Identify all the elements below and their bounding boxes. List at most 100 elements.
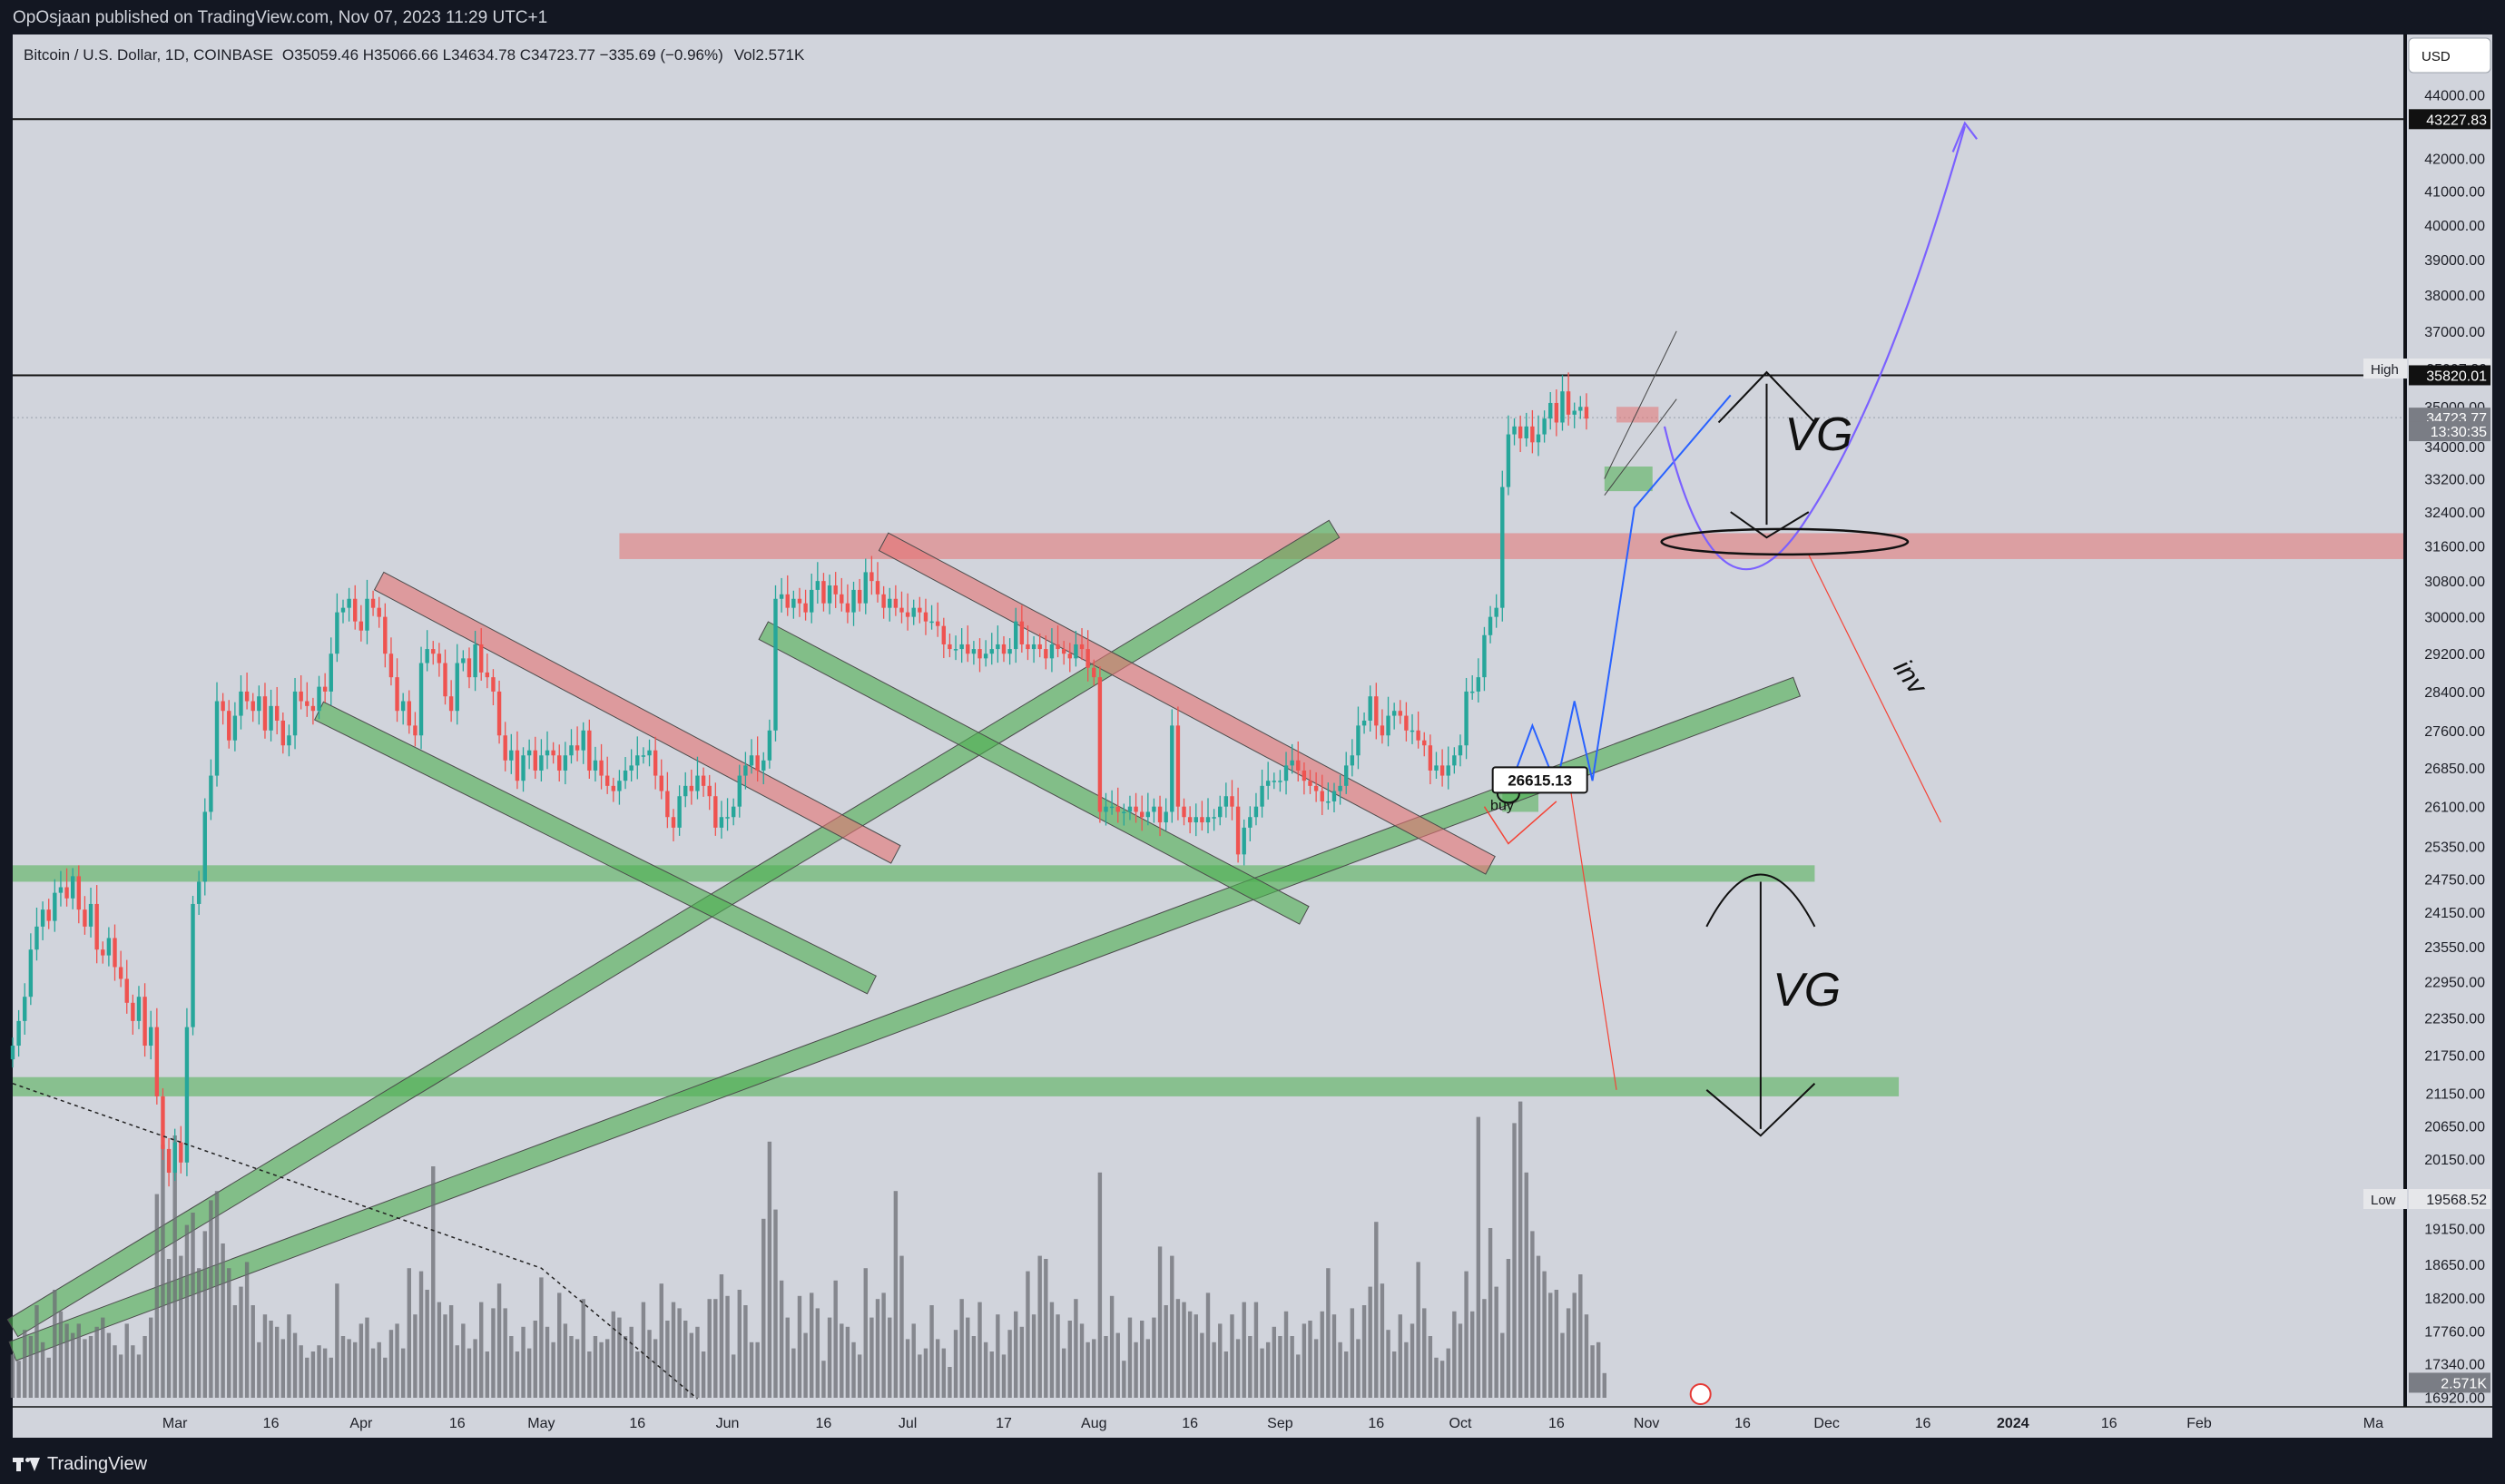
candle-body[interactable] — [365, 598, 369, 631]
candle-body[interactable] — [1494, 607, 1498, 617]
candle-body[interactable] — [1488, 616, 1493, 635]
candle-body[interactable] — [1115, 806, 1120, 812]
candle-body[interactable] — [1248, 817, 1252, 828]
candle-body[interactable] — [1391, 711, 1397, 716]
candle-body[interactable] — [888, 598, 892, 608]
candle-body[interactable] — [941, 625, 947, 644]
candle-body[interactable] — [70, 876, 75, 899]
candle-body[interactable] — [977, 649, 982, 659]
candle-body[interactable] — [1290, 760, 1294, 766]
candle-body[interactable] — [1566, 391, 1571, 415]
candle-body[interactable] — [1044, 649, 1048, 659]
candle-body[interactable] — [515, 750, 520, 781]
candle-body[interactable] — [611, 785, 616, 791]
candle-body[interactable] — [563, 755, 568, 771]
candle-body[interactable] — [545, 750, 550, 756]
currency-button[interactable] — [2408, 37, 2491, 74]
candle-body[interactable] — [857, 589, 862, 604]
candle-body[interactable] — [743, 765, 748, 776]
candle-body[interactable] — [1157, 806, 1163, 823]
candle-body[interactable] — [935, 621, 940, 626]
candle-body[interactable] — [196, 881, 201, 904]
projection-blue-path[interactable] — [1507, 394, 1732, 791]
candle-body[interactable] — [1026, 644, 1030, 650]
candle-body[interactable] — [587, 730, 592, 771]
candle-body[interactable] — [305, 701, 309, 706]
candle-body[interactable] — [1175, 725, 1181, 807]
candle-body[interactable] — [1458, 745, 1463, 756]
candle-body[interactable] — [845, 603, 850, 613]
projection-red-line-down[interactable] — [1567, 775, 1617, 1090]
candle-body[interactable] — [869, 572, 874, 582]
candle-body[interactable] — [239, 691, 243, 716]
candle-body[interactable] — [10, 1046, 15, 1060]
candle-body[interactable] — [1086, 649, 1090, 668]
candle-body[interactable] — [1320, 791, 1324, 801]
candle-body[interactable] — [1542, 418, 1547, 435]
candle-body[interactable] — [1548, 402, 1553, 419]
candle-body[interactable] — [64, 887, 69, 899]
candle-body[interactable] — [437, 654, 442, 663]
price-axis-area[interactable] — [2407, 34, 2492, 1407]
candle-body[interactable] — [310, 705, 316, 712]
time-axis-area[interactable] — [13, 1407, 2492, 1438]
candle-body[interactable] — [1331, 791, 1337, 801]
candle-body[interactable] — [881, 594, 886, 608]
handwritten-range-arrowhead-top[interactable] — [1717, 370, 1816, 424]
candle-body[interactable] — [1031, 644, 1036, 650]
candle-body[interactable] — [653, 750, 658, 776]
candle-body[interactable] — [1170, 725, 1174, 812]
candle-body[interactable] — [28, 949, 34, 998]
candle-body[interactable] — [1007, 649, 1012, 654]
candle-body[interactable] — [1272, 781, 1276, 782]
candle-body[interactable] — [551, 750, 555, 756]
candle-body[interactable] — [593, 760, 598, 771]
candle-body[interactable] — [269, 705, 273, 731]
candle-body[interactable] — [1410, 730, 1415, 732]
candle-body[interactable] — [1260, 785, 1264, 807]
projection-red-line-inv[interactable] — [1808, 554, 1941, 823]
candle-body[interactable] — [629, 765, 634, 771]
candle-body[interactable] — [731, 806, 736, 818]
price-marker-box[interactable] — [2409, 109, 2490, 130]
candle-body[interactable] — [448, 696, 454, 712]
candle-body[interactable] — [948, 644, 952, 650]
candle-body[interactable] — [929, 621, 934, 624]
handwritten-ellipse-31600[interactable] — [1660, 527, 1910, 556]
candle-body[interactable] — [461, 658, 466, 663]
candle-body[interactable] — [1506, 434, 1511, 487]
candle-body[interactable] — [467, 658, 472, 678]
candle-body[interactable] — [418, 663, 424, 736]
candle-body[interactable] — [785, 594, 790, 608]
candle-body[interactable] — [347, 598, 351, 608]
candle-body[interactable] — [725, 817, 730, 819]
candle-body[interactable] — [923, 612, 928, 622]
candle-body[interactable] — [1265, 781, 1271, 786]
candle-body[interactable] — [485, 672, 490, 678]
candle-body[interactable] — [635, 755, 640, 766]
candle-body[interactable] — [749, 755, 754, 766]
candle-body[interactable] — [496, 691, 502, 736]
candle-body[interactable] — [773, 598, 778, 731]
candle-body[interactable] — [1374, 696, 1379, 726]
candle-body[interactable] — [959, 644, 964, 650]
candle-body[interactable] — [791, 598, 796, 608]
candle-body[interactable] — [509, 750, 514, 761]
candle-body[interactable] — [58, 887, 64, 893]
candle-body[interactable] — [1019, 621, 1025, 644]
candle-body[interactable] — [101, 949, 105, 956]
candle-body[interactable] — [989, 649, 994, 654]
candle-body[interactable] — [911, 607, 916, 617]
candle-body[interactable] — [299, 691, 303, 702]
candle-body[interactable] — [214, 701, 220, 776]
candle-body[interactable] — [53, 892, 57, 921]
candle-body[interactable] — [1164, 811, 1168, 823]
candle-body[interactable] — [340, 607, 346, 613]
candle-body[interactable] — [1512, 426, 1517, 435]
candle-body[interactable] — [521, 755, 526, 781]
candle-body[interactable] — [1578, 407, 1583, 411]
candle-body[interactable] — [599, 760, 604, 776]
candle-body[interactable] — [202, 811, 207, 882]
candle-body[interactable] — [707, 785, 712, 797]
candle-body[interactable] — [840, 594, 844, 604]
